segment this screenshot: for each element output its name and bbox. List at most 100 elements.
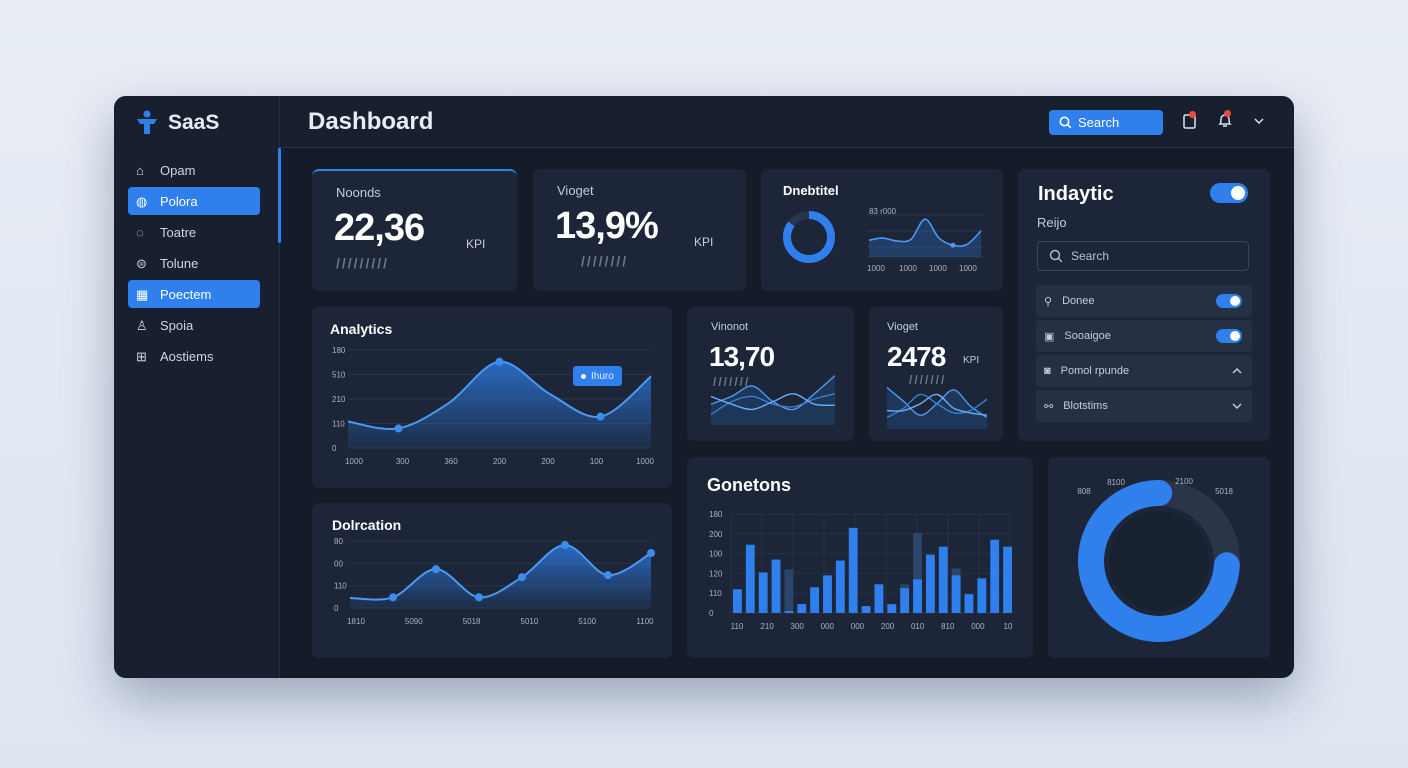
x-tick: 1000 — [899, 264, 917, 273]
analytics-card: Analytics 0 110 210 510 180 1000 300 360 200 200 1… — [312, 307, 672, 488]
bar — [861, 606, 871, 613]
panel-subtitle: Reijo — [1037, 215, 1067, 230]
row-toggle[interactable] — [1216, 294, 1242, 308]
panel-row-blotstims[interactable]: ⚯ Blotstims — [1036, 390, 1252, 422]
y-tick: 0 — [334, 604, 339, 613]
x-tick: 110 — [731, 622, 744, 631]
row-toggle[interactable] — [1216, 329, 1242, 343]
bar — [745, 544, 755, 613]
sidebar-nav: ⌂ Opam ◍ Polora ◌ Toatre ⊜ Tolune ▦ Poectem ♙ Spoia… — [128, 156, 260, 373]
header: Dashboard Search — [280, 96, 1294, 148]
search-button[interactable]: Search — [1049, 110, 1163, 135]
y-tick: 210 — [332, 395, 346, 404]
x-tick: 5010 — [521, 617, 539, 626]
kpi-value: 22,36 — [334, 207, 425, 249]
chevron-down-icon[interactable] — [1250, 112, 1268, 130]
logo: SaaS — [134, 110, 219, 136]
app-window: SaaS ⌂ Opam ◍ Polora ◌ Toatre ⊜ Tolune ▦ Poectem ♙… — [114, 96, 1294, 678]
kpi-sparkline-decor: ///////// — [336, 255, 390, 271]
row-label: Sooaigoe — [1064, 330, 1111, 342]
bar — [848, 527, 858, 613]
kpi-unit: KPI — [466, 237, 486, 251]
gonetons-bar-chart: 0 110 120 100 200 180 110 210 300 000 000 200 010 810… — [709, 510, 1014, 631]
data-point — [432, 565, 440, 574]
y-tick: 100 — [709, 550, 723, 559]
area-fill — [350, 545, 651, 608]
bar — [810, 587, 820, 613]
panel-row-sooaigoe[interactable]: ▣ Sooaigoe — [1036, 320, 1252, 352]
bar — [823, 575, 832, 613]
bar — [733, 589, 742, 613]
chart-title: Analytics — [330, 321, 393, 337]
donut-label: 808 — [1077, 487, 1091, 496]
x-tick: 1000 — [959, 264, 977, 273]
sidebar-item-label: Polora — [160, 193, 198, 209]
x-tick: 1000 — [345, 457, 363, 466]
kpi-card-3: Vinonot 13,70 /////// — [687, 307, 854, 441]
panel-row-pomol[interactable]: ◙ Pomol rpunde — [1036, 355, 1252, 387]
donut-chart: 808 8100 2100 5018 — [1077, 477, 1240, 642]
x-tick: 1000 — [636, 457, 654, 466]
kpi-label: Vioget — [887, 321, 918, 333]
data-point — [518, 573, 526, 582]
panel-search-input[interactable]: Search — [1037, 241, 1249, 271]
chart-tooltip: Ihuro — [573, 366, 622, 386]
sidebar-item-label: Toatre — [160, 224, 197, 240]
area-fill — [348, 361, 651, 448]
sidebar-item-polora[interactable]: ◍ Polora — [128, 187, 260, 215]
sidebar-item-toatre[interactable]: ◌ Toatre — [128, 218, 260, 246]
x-tick: 5090 — [405, 617, 423, 626]
chevron-down-icon[interactable] — [1232, 401, 1242, 411]
kpi-multi-line-chart — [711, 375, 835, 425]
kpi-multi-line-chart — [887, 387, 987, 429]
sidebar-item-label: Poectem — [160, 286, 212, 302]
data-point — [495, 357, 504, 366]
x-tick: 210 — [760, 622, 774, 631]
card-title: Dnebtitel — [783, 183, 839, 198]
sidebar-item-opam[interactable]: ⌂ Opam — [128, 156, 260, 184]
bar — [1003, 546, 1012, 613]
y-tick: 180 — [332, 346, 346, 355]
kpi-value: 2478 — [887, 341, 946, 372]
mini-donut-chart — [783, 211, 835, 263]
sidebar-item-poectem[interactable]: ▦ Poectem — [128, 280, 260, 308]
row-label: Donee — [1062, 295, 1095, 307]
data-point — [475, 593, 483, 602]
tooltip-text: Ihuro — [591, 370, 614, 382]
data-point — [394, 424, 403, 433]
mini-donut-card: Dnebtitel 83 r000 1000 1000 1000 1000 — [761, 169, 1003, 291]
area-fill — [887, 387, 987, 429]
camera-icon: ◙ — [1044, 365, 1051, 377]
kpi-value: 13,70 — [709, 341, 775, 372]
x-tick: 300 — [791, 622, 805, 631]
donut-label: 8100 — [1107, 478, 1125, 487]
sidebar: SaaS ⌂ Opam ◍ Polora ◌ Toatre ⊜ Tolune ▦ Poectem ♙… — [114, 96, 280, 678]
sidebar-scrollbar[interactable] — [278, 148, 281, 243]
bar — [874, 584, 884, 613]
user-icon: ♙ — [136, 318, 148, 333]
kpi-label: Vioget — [557, 183, 594, 198]
dolrcation-card: Dolrcation 0 110 00 80 1810 5090 5018 5010 5100 1… — [312, 503, 672, 658]
link-icon: ⚯ — [1044, 400, 1054, 413]
panel-row-donee[interactable]: ⚲ Donee — [1036, 285, 1252, 317]
sidebar-item-spoia[interactable]: ♙ Spoia — [128, 311, 260, 339]
y-tick: 0 — [709, 609, 714, 618]
data-point — [604, 571, 612, 580]
sidebar-item-label: Aostiems — [160, 348, 214, 364]
donut-card: 808 8100 2100 5018 — [1048, 457, 1270, 658]
y-tick: 110 — [709, 589, 722, 598]
donut-hole — [1109, 511, 1209, 611]
data-point — [389, 593, 397, 602]
logo-icon — [137, 110, 157, 134]
sidebar-item-aostiems[interactable]: ⊞ Aostiems — [128, 342, 260, 370]
network-icon: ⚲ — [1044, 295, 1053, 308]
sidebar-item-tolune[interactable]: ⊜ Tolune — [128, 249, 260, 277]
kpi-card-1: Noonds 22,36 KPI ///////// — [312, 169, 517, 291]
kpi-sparkline-decor: /////// — [909, 373, 947, 387]
panel-toggle[interactable] — [1210, 183, 1248, 203]
settings-panel: Indaytic Reijo Search ⚲ Donee ▣ Sooaigoe… — [1018, 169, 1270, 441]
ball-icon: ⊜ — [136, 256, 147, 271]
bar — [990, 539, 1000, 613]
chevron-up-icon[interactable] — [1232, 366, 1242, 376]
app-name: SaaS — [168, 111, 220, 134]
